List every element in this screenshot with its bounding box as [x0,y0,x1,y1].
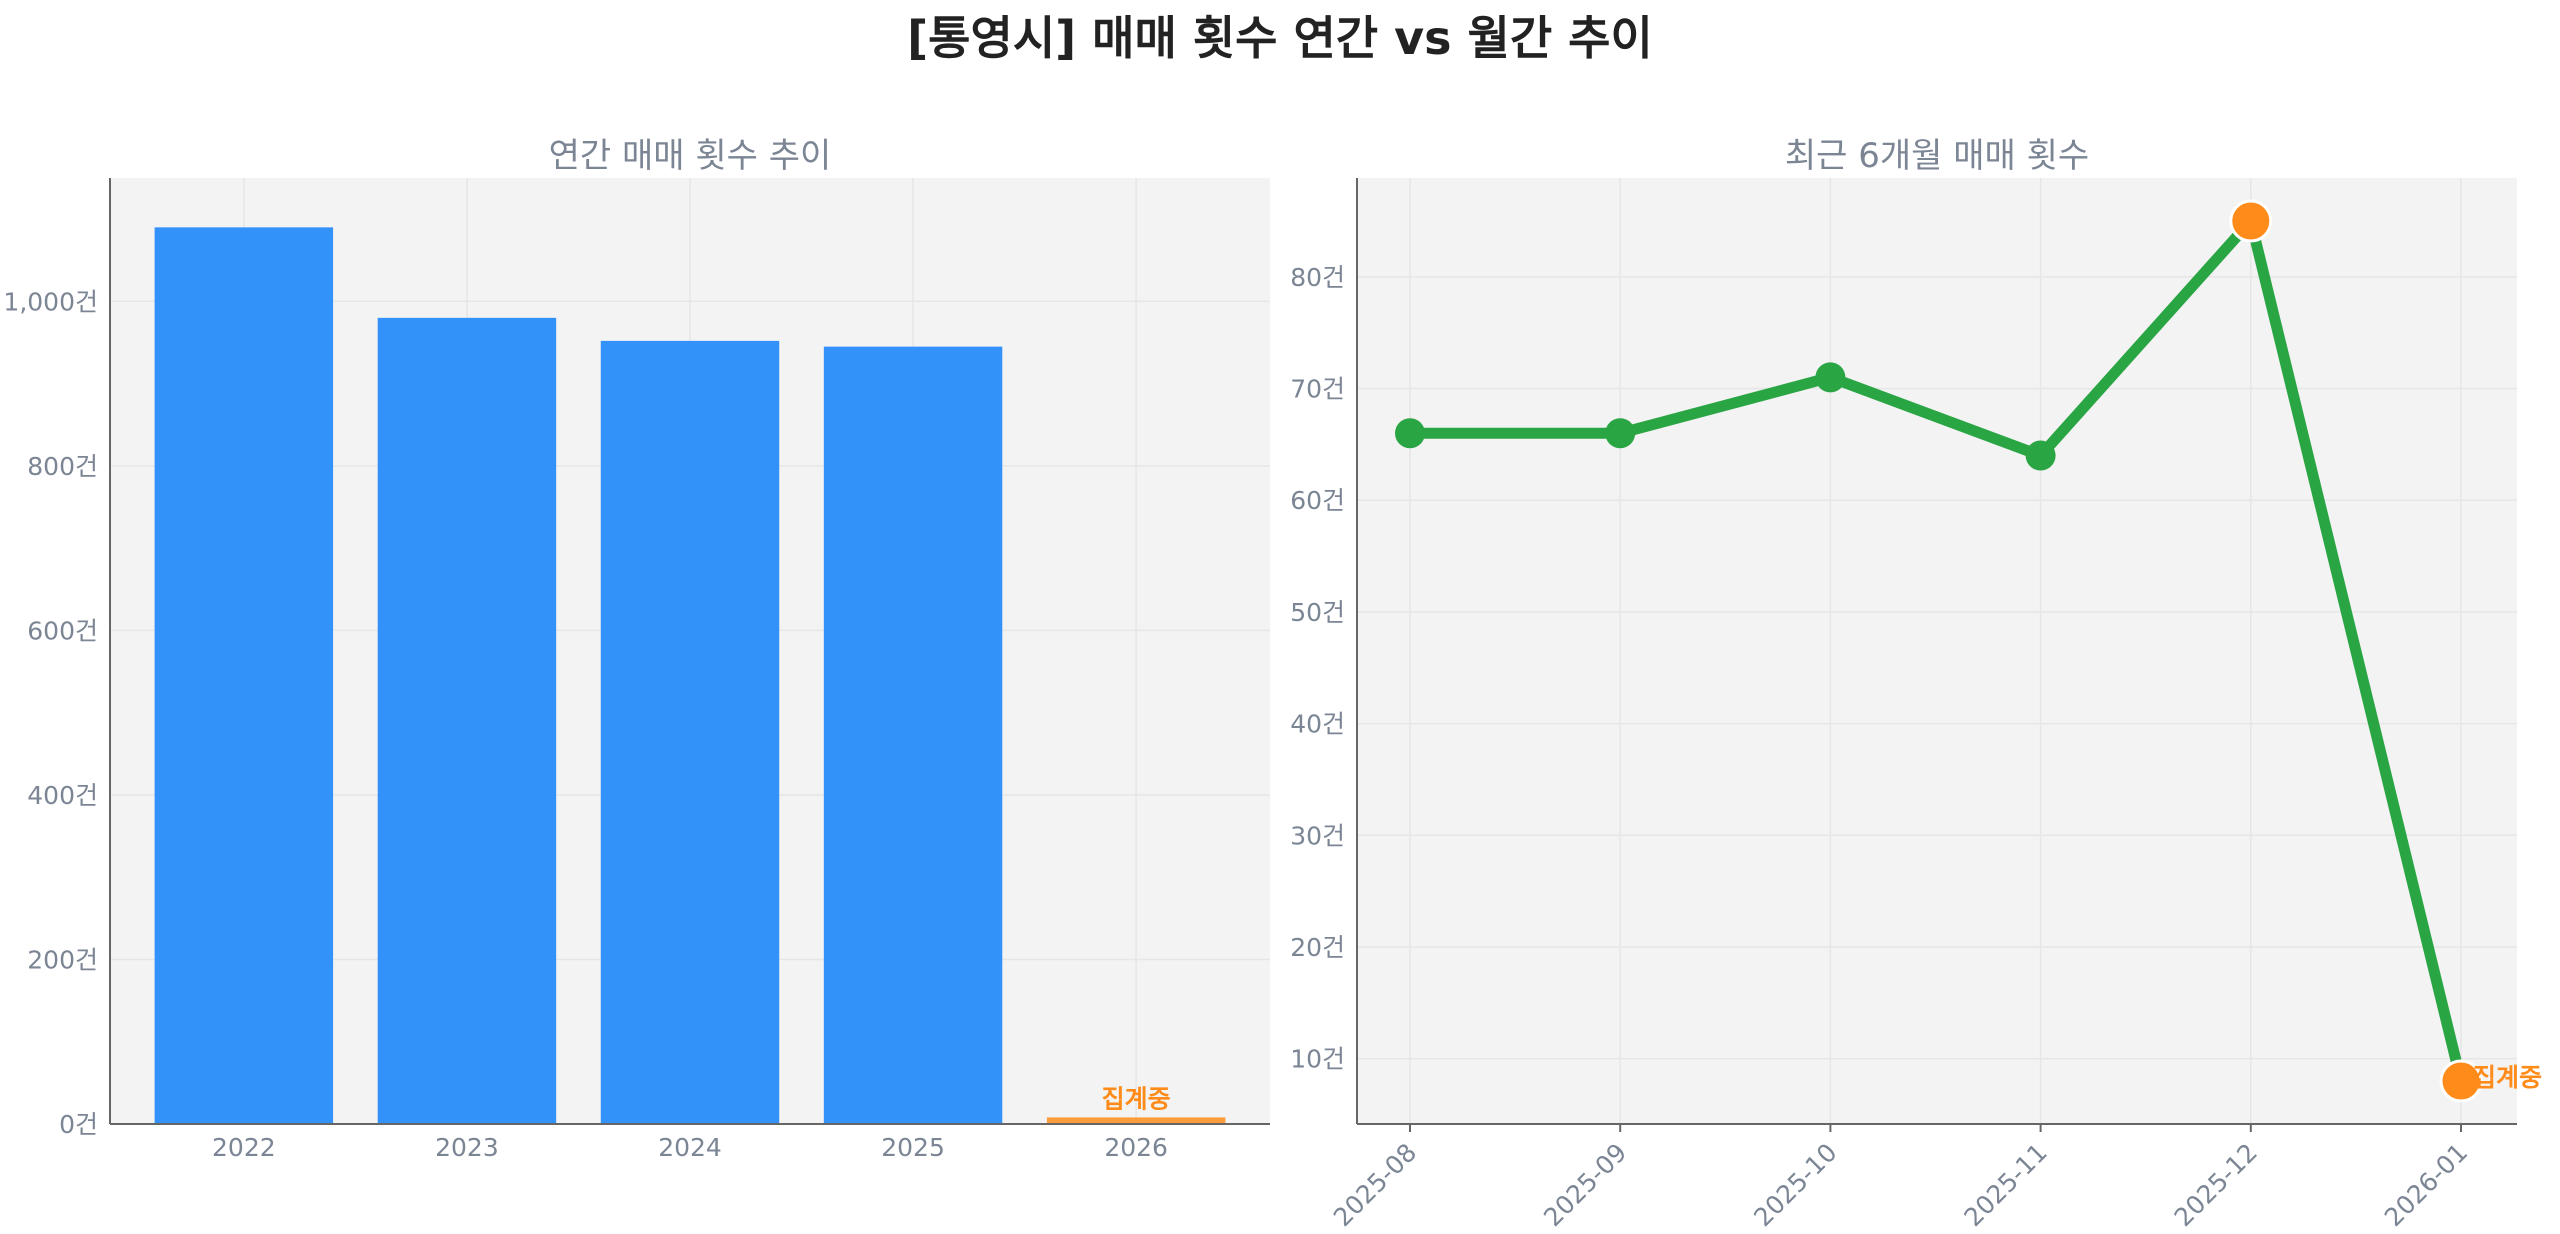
line-point-2025-09 [1605,418,1636,449]
bar-y-tick-label: 0건 [59,1110,98,1139]
line-series-path [1404,215,2467,1087]
line-y-tick-label: 10건 [1290,1045,1345,1074]
line-point-2026-01 [2439,1059,2483,1103]
line-plot-area [1357,178,2517,1124]
bar-y-tick-label: 200건 [27,945,98,974]
bar-y-tick-label: 1,000건 [3,287,98,316]
bar-y-tick-label: 400건 [27,781,98,810]
bar-chart-title: 연간 매매 횟수 추이 [549,136,832,176]
bar-chart-panel: 연간 매매 횟수 추이 0건 200건 400건 600건 800건 1,000건 202… [3,136,1270,1162]
line-y-tick-label: 80건 [1290,263,1345,292]
bar-x-tick-label: 2022 [212,1133,276,1162]
bar-x-tick-label: 2023 [435,1133,499,1162]
line-point-2025-12 [2229,199,2273,243]
line-y-axis-ticks: 10건 20건 30건 40건 50건 60건 70건 80건 [1290,263,1345,1074]
bar-x-tick-label: 2025 [881,1133,945,1162]
line-gridlines [1357,178,2517,1124]
line-x-tick-label: 2025-12 [2169,1138,2263,1232]
line-x-tick-label: 2025-10 [1748,1138,1842,1232]
line-point-2025-11 [2025,440,2056,471]
line-y-tick-label: 20건 [1290,933,1345,962]
line-x-tick-label: 2025-08 [1328,1138,1422,1232]
line-chart-panel: 최근 6개월 매매 횟수 10건 20건 30건 40건 50건 60건 70건 80건 20… [1290,136,2542,1232]
line-point-2025-10 [1815,362,1846,393]
bar-y-tick-label: 600건 [27,616,98,645]
bar-annotation: 집계중 [1102,1084,1171,1113]
line-annotation: 집계중 [2473,1063,2542,1092]
bar-2023 [377,317,557,1124]
line-y-tick-label: 70건 [1290,375,1345,404]
bar-2025 [823,346,1003,1125]
bar-x-axis-ticks: 2022 2023 2024 2025 2026 [212,1133,1168,1162]
bar-x-tick-label: 2026 [1104,1133,1168,1162]
line-y-tick-label: 60건 [1290,486,1345,515]
bar-series [154,227,1226,1125]
bar-2026 [1046,1117,1226,1124]
line-y-tick-label: 50건 [1290,598,1345,627]
figure-title: [통영시] 매매 횟수 연간 vs 월간 추이 [907,11,1653,65]
bar-2022 [154,227,334,1125]
line-series [1395,199,2483,1103]
line-y-tick-label: 30건 [1290,821,1345,850]
line-x-tick-label: 2026-01 [2379,1138,2473,1232]
bar-2024 [600,340,780,1124]
line-y-tick-label: 40건 [1290,710,1345,739]
line-x-tick-label: 2025-09 [1538,1138,1632,1232]
bar-x-tick-label: 2024 [658,1133,722,1162]
line-x-axis-ticks: 2025-08 2025-09 2025-10 2025-11 2025-12 2026-… [1328,1124,2473,1232]
bar-y-axis-ticks: 0건 200건 400건 600건 800건 1,000건 [3,287,98,1139]
bar-y-tick-label: 800건 [27,452,98,481]
line-point-2025-08 [1395,418,1425,449]
line-x-tick-label: 2025-11 [1958,1138,2052,1232]
line-chart-title: 최근 6개월 매매 횟수 [1785,136,2089,176]
